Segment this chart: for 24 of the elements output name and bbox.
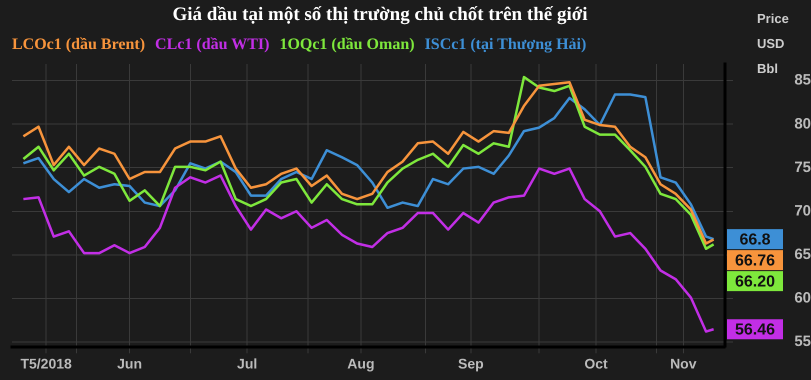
y-tick-label: 55 xyxy=(794,333,811,350)
x-tick-label: Oct xyxy=(584,355,608,372)
y-tick-label: 70 xyxy=(794,202,811,220)
text: ISCc1 (tại Thượng Hải) xyxy=(424,36,586,53)
y-tick-label: 75 xyxy=(794,158,811,176)
data-label: 56.46 xyxy=(734,322,776,339)
chart-title: Giá dầu tại một số thị trường chủ chốt trên thế giới xyxy=(171,4,589,26)
y-tick-label: 80 xyxy=(794,115,811,132)
x-tick-label: Aug xyxy=(347,355,375,372)
y-tick-label: 65 xyxy=(794,246,811,263)
y-axis-title: Price USD Bbl xyxy=(757,11,789,76)
x-tick-label: Jul xyxy=(237,355,258,372)
data-label: 66.76 xyxy=(734,252,776,270)
data-label: 66.8 xyxy=(739,232,771,249)
x-tick-label: Jun xyxy=(117,355,142,372)
y-tick-label: 60 xyxy=(794,290,811,307)
data-label: 66.20 xyxy=(734,274,776,291)
text: LCOc1 (dầu Brent) xyxy=(12,36,146,53)
text: 1OQc1 (dầu Oman) xyxy=(279,36,415,53)
x-tick-label: T5/2018 xyxy=(20,355,72,372)
x-tick-label: Nov xyxy=(670,355,697,372)
text: CLc1 (dầu WTI) xyxy=(155,36,270,53)
x-tick-label: Sep xyxy=(458,355,484,372)
y-tick-label: 85 xyxy=(794,72,811,89)
